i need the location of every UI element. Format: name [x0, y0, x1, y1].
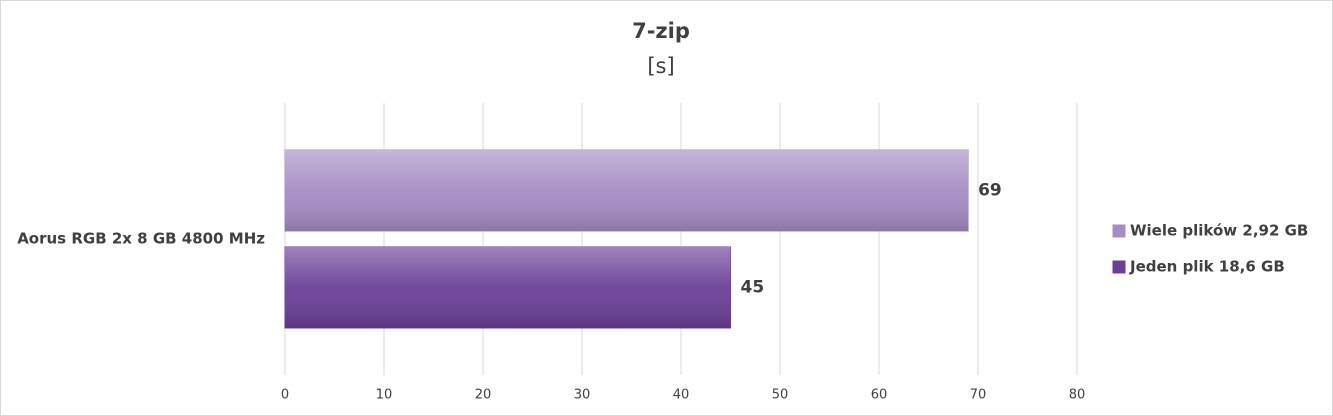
bar-shine: [285, 247, 731, 328]
x-tick-label: 30: [574, 388, 591, 403]
legend-swatch: [1112, 260, 1126, 274]
x-tick-label: 20: [475, 388, 492, 403]
x-tick-label: 0: [281, 388, 289, 403]
legend-swatch: [1112, 224, 1126, 238]
x-tick-label: 80: [1069, 388, 1086, 403]
legend-label: Jeden plik 18,6 GB: [1129, 258, 1285, 276]
value-label: 45: [741, 278, 765, 298]
y-tick-label: Aorus RGB 2x 8 GB 4800 MHz: [17, 230, 265, 248]
value-label: 69: [978, 181, 1002, 201]
x-tick-label: 10: [376, 388, 393, 403]
chart-title: 7-zip: [632, 19, 690, 43]
x-tick-label: 70: [970, 388, 987, 403]
bar-shine: [285, 150, 969, 231]
x-tick-label: 40: [673, 388, 690, 403]
x-tick-label: 50: [772, 388, 789, 403]
legend-label: Wiele plików 2,92 GB: [1130, 222, 1308, 240]
chart-subtitle: [s]: [647, 54, 674, 78]
x-tick-label: 60: [871, 388, 888, 403]
